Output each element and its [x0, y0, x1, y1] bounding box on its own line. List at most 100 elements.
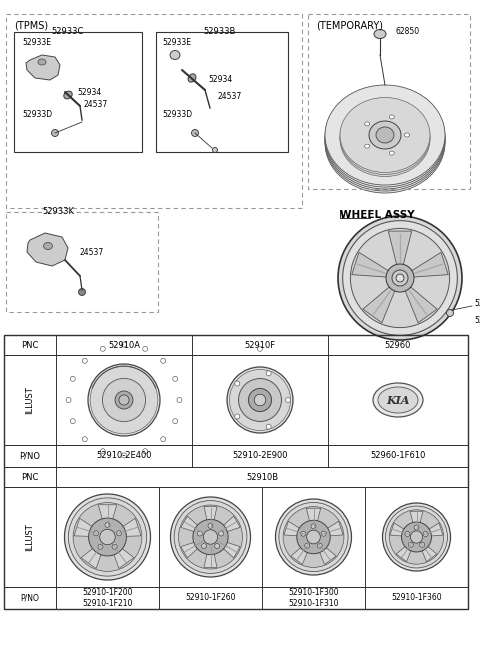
Text: 24537: 24537 [218, 92, 242, 101]
Bar [308, 14, 470, 189]
Ellipse shape [235, 414, 240, 419]
Ellipse shape [188, 74, 196, 82]
Text: 52933B: 52933B [204, 27, 236, 36]
Bar [4, 355, 468, 445]
Ellipse shape [192, 129, 199, 136]
PathPatch shape [316, 542, 336, 564]
Ellipse shape [121, 342, 127, 347]
PathPatch shape [204, 545, 217, 567]
Ellipse shape [90, 366, 158, 434]
Text: 52960: 52960 [385, 340, 411, 350]
PathPatch shape [26, 55, 60, 80]
Text: 52910-1F360: 52910-1F360 [391, 594, 442, 602]
Ellipse shape [383, 503, 451, 571]
Text: P/NO: P/NO [20, 451, 40, 461]
Text: ILLUST: ILLUST [25, 386, 35, 414]
PathPatch shape [410, 511, 423, 531]
PathPatch shape [396, 541, 414, 562]
Text: 52910-1F300
52910-1F310: 52910-1F300 52910-1F310 [288, 588, 339, 608]
Text: 52933C: 52933C [52, 27, 84, 36]
PathPatch shape [81, 543, 105, 569]
Ellipse shape [257, 346, 263, 352]
Ellipse shape [94, 531, 98, 536]
PathPatch shape [352, 253, 388, 277]
Ellipse shape [208, 523, 213, 528]
PathPatch shape [306, 508, 321, 529]
Ellipse shape [423, 531, 428, 537]
Ellipse shape [301, 531, 306, 536]
Ellipse shape [70, 419, 75, 424]
Ellipse shape [197, 531, 203, 536]
Text: WHEEL ASSY: WHEEL ASSY [340, 210, 415, 220]
Ellipse shape [305, 543, 310, 548]
Ellipse shape [378, 387, 418, 413]
Bar [6, 212, 158, 312]
Ellipse shape [385, 506, 447, 568]
Ellipse shape [373, 383, 423, 417]
Ellipse shape [325, 89, 445, 189]
Ellipse shape [376, 127, 394, 143]
Ellipse shape [392, 270, 408, 286]
PathPatch shape [110, 543, 134, 569]
Ellipse shape [408, 543, 413, 547]
PathPatch shape [115, 518, 141, 537]
Ellipse shape [44, 243, 52, 249]
Text: P/NO: P/NO [21, 594, 39, 602]
Ellipse shape [340, 102, 430, 176]
Bar [4, 467, 468, 487]
Text: 52933D: 52933D [162, 110, 192, 119]
Ellipse shape [420, 543, 425, 547]
Bar [14, 32, 142, 152]
PathPatch shape [216, 516, 240, 535]
Text: KIA: KIA [386, 394, 410, 405]
Ellipse shape [446, 310, 454, 316]
Text: PNC: PNC [21, 472, 39, 482]
Ellipse shape [173, 419, 178, 424]
Ellipse shape [204, 530, 218, 544]
PathPatch shape [216, 539, 240, 558]
PathPatch shape [422, 523, 443, 537]
Bar [4, 487, 468, 587]
Ellipse shape [173, 377, 178, 381]
Ellipse shape [215, 544, 219, 548]
Ellipse shape [369, 121, 401, 149]
Ellipse shape [98, 544, 103, 549]
Bar [4, 445, 468, 467]
Ellipse shape [193, 520, 228, 554]
Ellipse shape [117, 531, 121, 536]
PathPatch shape [98, 504, 117, 529]
Ellipse shape [177, 398, 182, 403]
Ellipse shape [229, 369, 290, 430]
Ellipse shape [340, 98, 430, 173]
Ellipse shape [170, 51, 180, 60]
Ellipse shape [405, 531, 410, 537]
Ellipse shape [325, 85, 445, 185]
Ellipse shape [389, 510, 444, 564]
PathPatch shape [412, 253, 448, 277]
Ellipse shape [279, 502, 348, 571]
PathPatch shape [390, 523, 411, 537]
Text: ILLUST: ILLUST [25, 523, 35, 551]
Ellipse shape [121, 453, 127, 458]
Ellipse shape [38, 59, 46, 65]
PathPatch shape [291, 542, 311, 564]
Text: (TEMPORARY): (TEMPORARY) [316, 20, 383, 30]
Ellipse shape [321, 531, 326, 536]
Ellipse shape [143, 449, 148, 454]
Ellipse shape [100, 346, 105, 351]
Ellipse shape [350, 228, 450, 327]
Ellipse shape [254, 394, 266, 406]
Text: 52910B: 52910B [246, 472, 278, 482]
Ellipse shape [266, 424, 271, 429]
Ellipse shape [325, 87, 445, 187]
Bar [4, 587, 468, 609]
Ellipse shape [170, 497, 251, 577]
Ellipse shape [389, 115, 394, 119]
PathPatch shape [363, 287, 395, 323]
Ellipse shape [235, 381, 240, 386]
Text: 52910-2E400: 52910-2E400 [96, 451, 152, 461]
Ellipse shape [100, 449, 105, 454]
PathPatch shape [74, 518, 100, 537]
Ellipse shape [161, 358, 166, 363]
PathPatch shape [204, 506, 217, 529]
